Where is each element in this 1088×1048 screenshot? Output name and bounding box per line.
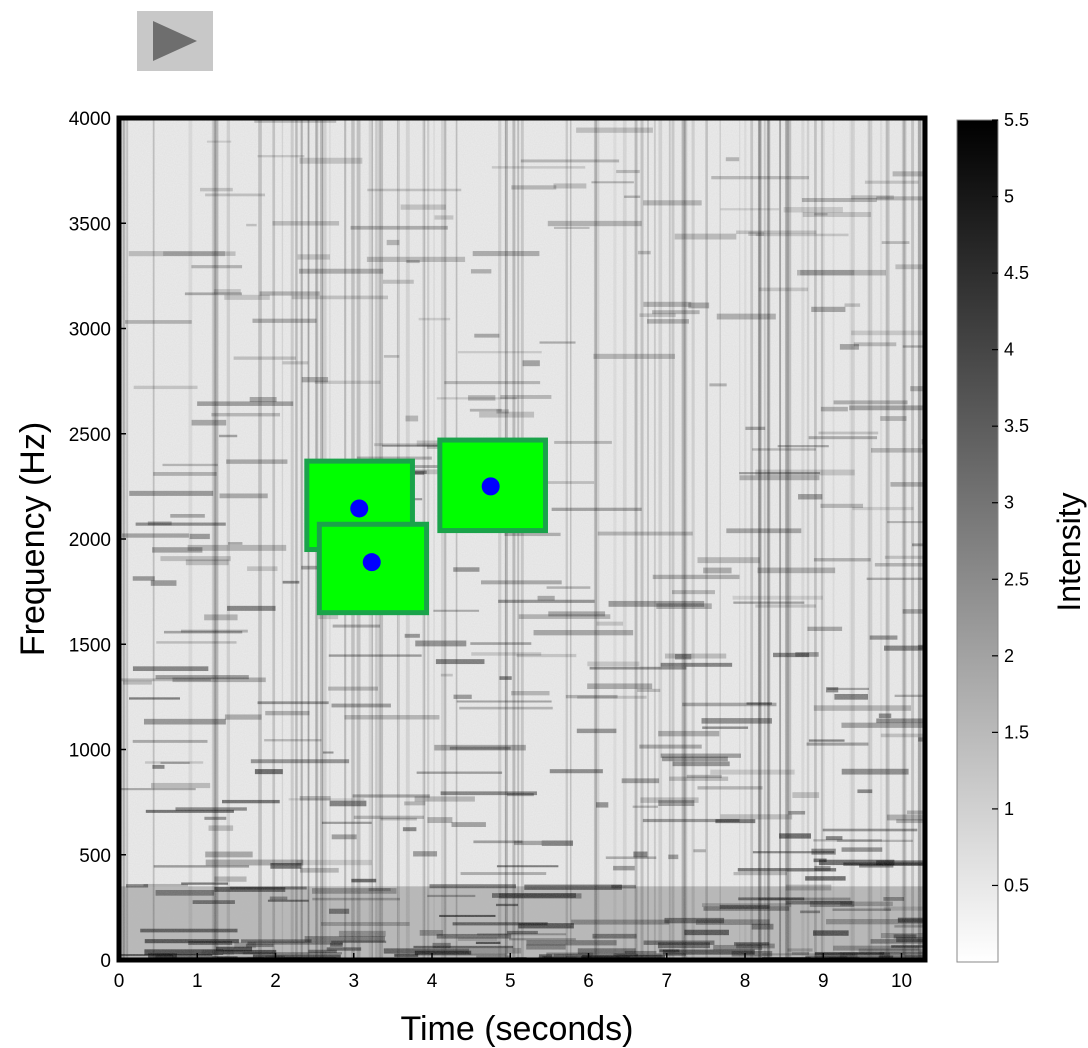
colorbar-tick-label: 4 — [1004, 340, 1014, 360]
x-tick-label: 5 — [505, 971, 516, 992]
x-axis: 0 1 2 3 4 5 6 7 8 9 10 — [114, 953, 912, 992]
plot-area — [119, 118, 925, 960]
colorbar-tick-label: 5 — [1004, 187, 1014, 207]
play-icon — [153, 21, 197, 61]
y-tick-label: 1500 — [69, 635, 111, 656]
x-tick-label: 10 — [891, 971, 912, 992]
annotation-point-2 — [362, 553, 381, 572]
colorbar-tick-label: 1.5 — [1004, 722, 1029, 742]
annotation-point-1 — [350, 499, 369, 518]
spectrogram-noise — [119, 118, 925, 960]
y-axis: 0 500 1000 1500 2000 2500 3000 3500 4000 — [69, 109, 126, 972]
colorbar — [956, 119, 999, 963]
y-tick-label: 500 — [79, 846, 111, 867]
y-tick-label: 3000 — [69, 320, 111, 341]
x-tick-label: 1 — [192, 971, 203, 992]
colorbar-label: Intensity — [1051, 492, 1087, 611]
colorbar-tick-label: 2 — [1004, 646, 1014, 666]
colorbar-tick-label: 1 — [1004, 799, 1014, 819]
y-tick-label: 1000 — [69, 741, 111, 762]
x-tick-label: 0 — [114, 971, 125, 992]
y-tick-label: 2000 — [69, 530, 111, 551]
y-tick-label: 3500 — [69, 214, 111, 235]
colorbar-tick-label: 3.5 — [1004, 416, 1029, 436]
x-tick-label: 6 — [583, 971, 594, 992]
x-tick-label: 2 — [270, 971, 281, 992]
colorbar-ticks: 0.5 1 1.5 2 2.5 3 3.5 4 4.5 5 5.5 — [992, 110, 1029, 895]
x-tick-label: 9 — [818, 971, 829, 992]
play-button[interactable] — [137, 11, 213, 71]
colorbar-tick-label: 2.5 — [1004, 569, 1029, 589]
x-tick-label: 3 — [348, 971, 359, 992]
y-tick-label: 0 — [100, 951, 111, 972]
annotation-point-3 — [481, 477, 500, 496]
annotation-layer — [304, 437, 548, 616]
x-axis-label: Time (seconds) — [400, 1010, 633, 1048]
colorbar-tick-label: 5.5 — [1004, 110, 1029, 130]
x-tick-label: 4 — [427, 971, 438, 992]
x-tick-label: 8 — [740, 971, 751, 992]
colorbar-tick-label: 0.5 — [1004, 875, 1029, 895]
x-tick-label: 7 — [661, 971, 672, 992]
colorbar-tick-label: 4.5 — [1004, 263, 1029, 283]
colorbar-tick-label: 3 — [1004, 493, 1014, 513]
y-axis-label: Frequency (Hz) — [14, 422, 52, 656]
y-tick-label: 2500 — [69, 425, 111, 446]
y-tick-label: 4000 — [69, 109, 111, 130]
